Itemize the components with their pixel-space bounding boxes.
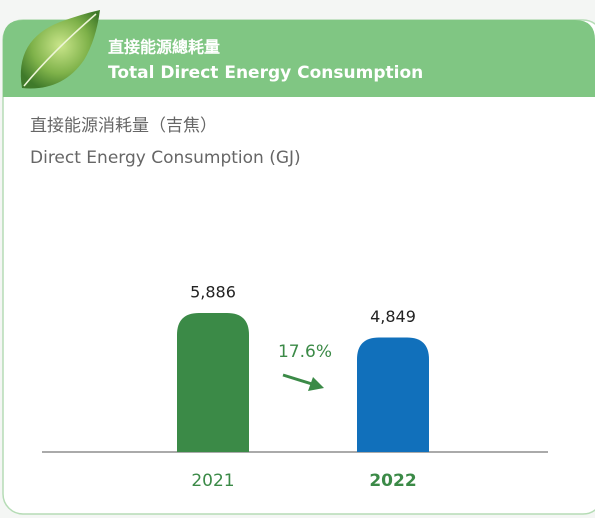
x-tick-label: 2022 — [369, 471, 416, 491]
header-bar — [3, 20, 595, 97]
value-label: 5,886 — [190, 283, 236, 302]
x-tick-label: 2021 — [191, 471, 234, 491]
change-label: 17.6% — [278, 342, 332, 362]
header-title-en: Total Direct Energy Consumption — [108, 63, 423, 83]
header-title-zh: 直接能源總耗量 — [108, 38, 220, 57]
leaf-icon — [20, 10, 100, 89]
value-label: 4,849 — [370, 307, 416, 326]
chart-subtitle: Direct Energy Consumption (GJ) — [30, 148, 301, 168]
bar — [177, 313, 249, 452]
change-arrow — [282, 373, 324, 391]
bar — [357, 337, 429, 452]
chart-title: 直接能源消耗量（吉焦） — [30, 116, 217, 136]
